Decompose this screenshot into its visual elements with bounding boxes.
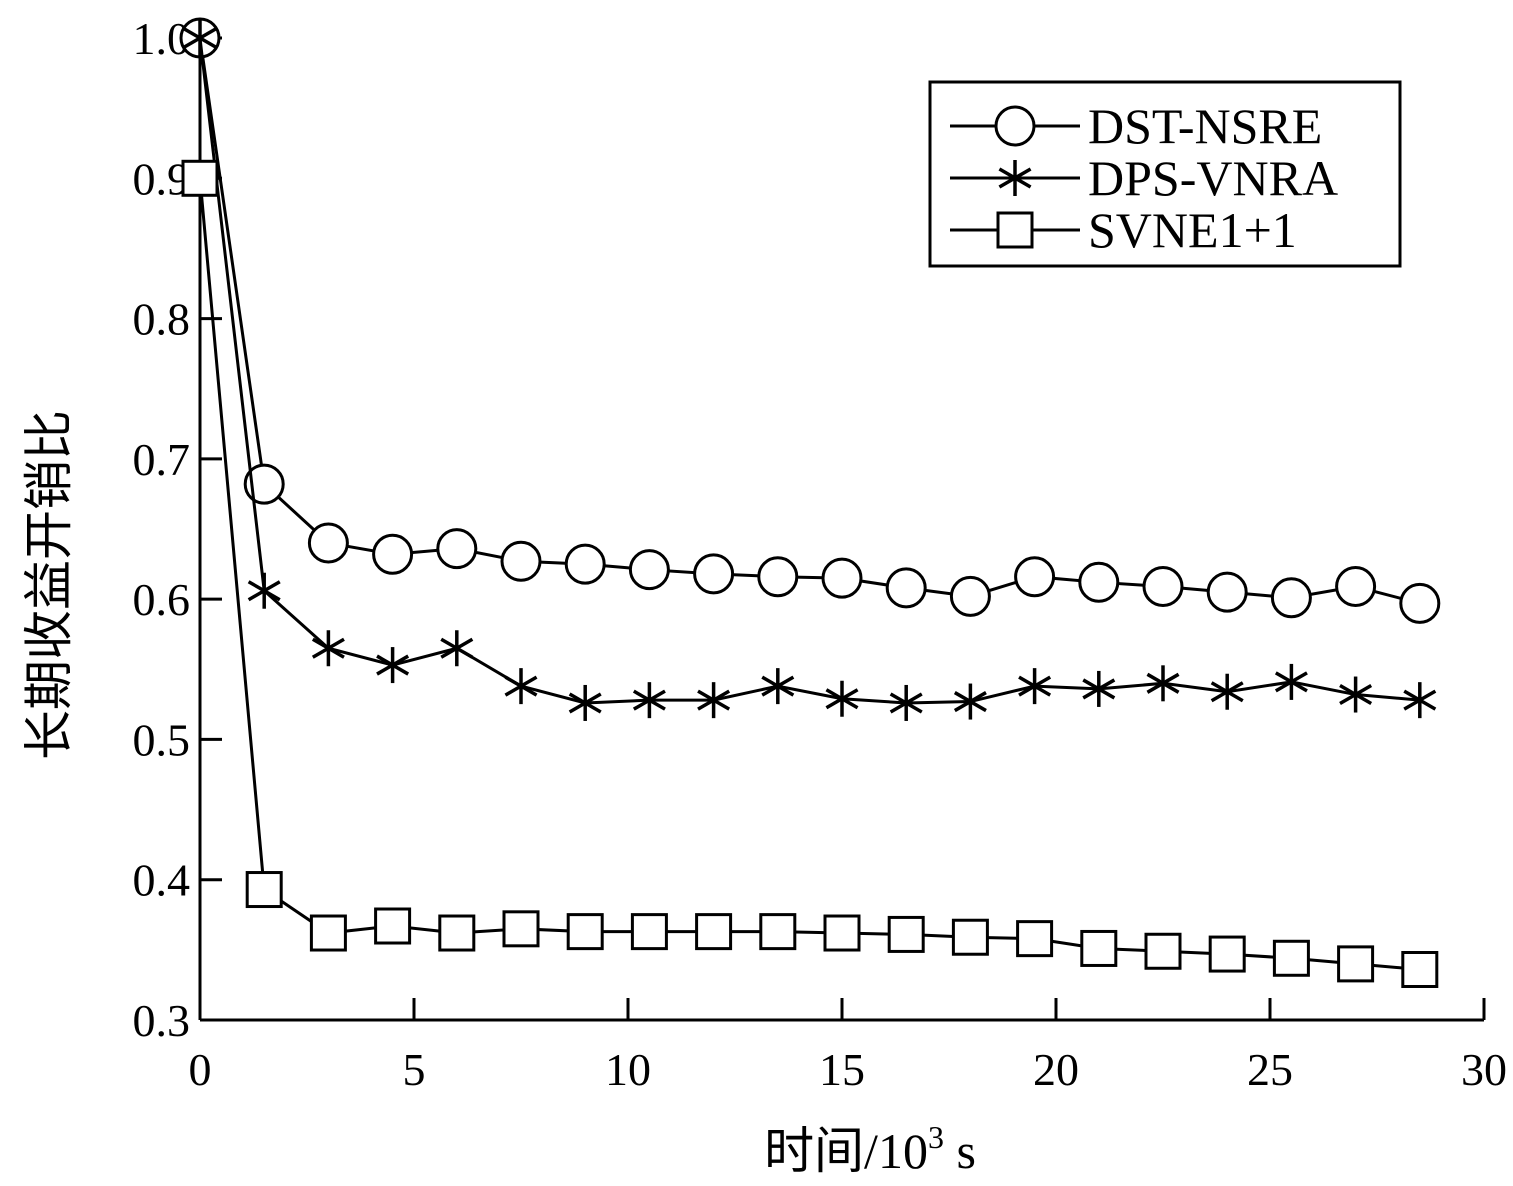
data-point — [632, 682, 666, 719]
data-point — [183, 20, 217, 56]
data-point — [1206, 571, 1248, 613]
data-point — [504, 668, 538, 705]
data-point — [1078, 561, 1120, 603]
x-tick-label: 25 — [1247, 1044, 1293, 1095]
data-point — [1144, 932, 1182, 970]
data-point — [374, 907, 412, 945]
legend-label: DST-NSRE — [1088, 98, 1322, 154]
y-tick-label: 0.9 — [133, 153, 191, 204]
legend-label: SVNE1+1 — [1088, 202, 1297, 258]
series-layer — [179, 17, 1441, 988]
data-point — [823, 914, 861, 952]
data-point — [949, 575, 991, 617]
data-point — [1146, 665, 1180, 702]
data-point — [697, 682, 731, 719]
legend-entry: DPS-VNRA — [950, 150, 1338, 206]
x-tick-label: 10 — [605, 1044, 651, 1095]
data-point — [1016, 920, 1054, 958]
data-point — [1082, 670, 1116, 707]
data-point — [1018, 668, 1052, 705]
data-point — [1014, 556, 1056, 598]
data-point — [1403, 682, 1437, 719]
data-point — [1337, 945, 1375, 983]
data-point — [1274, 663, 1308, 700]
legend-marker — [998, 160, 1032, 196]
data-point — [759, 913, 797, 951]
x-tick-label: 30 — [1461, 1044, 1507, 1095]
y-tick-label: 0.3 — [133, 995, 191, 1046]
data-point — [825, 680, 859, 717]
data-point — [502, 910, 540, 948]
x-axis-title: 时间/103 s — [764, 1119, 976, 1179]
data-point — [1339, 676, 1373, 713]
legend-marker — [996, 211, 1034, 249]
x-axis-title-unit: s — [944, 1123, 976, 1179]
data-point — [247, 572, 281, 609]
data-point — [309, 914, 347, 952]
data-point — [1272, 939, 1310, 977]
x-axis-title-main: 时间/10 — [764, 1123, 928, 1179]
data-point — [630, 913, 668, 951]
data-point — [628, 549, 670, 591]
data-point — [181, 159, 219, 197]
data-point — [1401, 950, 1439, 988]
data-point — [885, 567, 927, 609]
data-point — [887, 915, 925, 953]
data-point — [440, 630, 474, 667]
y-tick-label: 0.4 — [133, 855, 191, 906]
series-line — [198, 178, 1420, 971]
x-tick-label: 20 — [1033, 1044, 1079, 1095]
data-point — [376, 647, 410, 684]
y-tick-label: 0.6 — [133, 574, 191, 625]
data-point — [307, 522, 349, 564]
data-point — [372, 533, 414, 575]
series-dps-vnra — [183, 20, 1437, 721]
data-point — [821, 557, 863, 599]
data-point — [953, 683, 987, 720]
data-point — [695, 913, 733, 951]
data-point — [1270, 577, 1312, 619]
data-point — [889, 684, 923, 721]
series-svne1-1 — [181, 159, 1439, 988]
data-point — [761, 668, 795, 705]
data-point — [1210, 673, 1244, 710]
series-line — [198, 37, 1420, 705]
data-point — [1142, 566, 1184, 608]
y-ticks: 0.30.40.50.60.70.80.91.0 — [133, 13, 222, 1046]
legend-label: DPS-VNRA — [1088, 150, 1338, 206]
data-point — [564, 543, 606, 585]
data-point — [1080, 929, 1118, 967]
data-point — [693, 553, 735, 595]
y-axis-title: 长期收益开销比 — [21, 410, 77, 760]
data-point — [566, 913, 604, 951]
legend-marker — [994, 105, 1036, 147]
data-point — [311, 630, 345, 667]
series-dst-nsre — [179, 17, 1441, 624]
x-tick-label: 0 — [189, 1044, 212, 1095]
data-point — [500, 540, 542, 582]
x-tick-label: 5 — [403, 1044, 426, 1095]
data-point — [1399, 582, 1441, 624]
data-point — [1335, 566, 1377, 608]
y-tick-label: 0.7 — [133, 434, 191, 485]
data-point — [243, 463, 285, 505]
x-tick-label: 15 — [819, 1044, 865, 1095]
data-point — [436, 528, 478, 570]
data-point — [757, 556, 799, 598]
legend-entry: DST-NSRE — [950, 98, 1322, 154]
x-ticks: 0 5 10 15 20 25 30 — [189, 998, 1507, 1095]
x-axis-title-superscript: 3 — [928, 1119, 944, 1155]
y-tick-label: 0.5 — [133, 714, 191, 765]
data-point — [245, 871, 283, 909]
data-point — [438, 914, 476, 952]
data-point — [1208, 935, 1246, 973]
y-tick-label: 0.8 — [133, 294, 191, 345]
legend-entry: SVNE1+1 — [950, 202, 1297, 258]
data-point — [568, 684, 602, 721]
data-point — [951, 918, 989, 956]
